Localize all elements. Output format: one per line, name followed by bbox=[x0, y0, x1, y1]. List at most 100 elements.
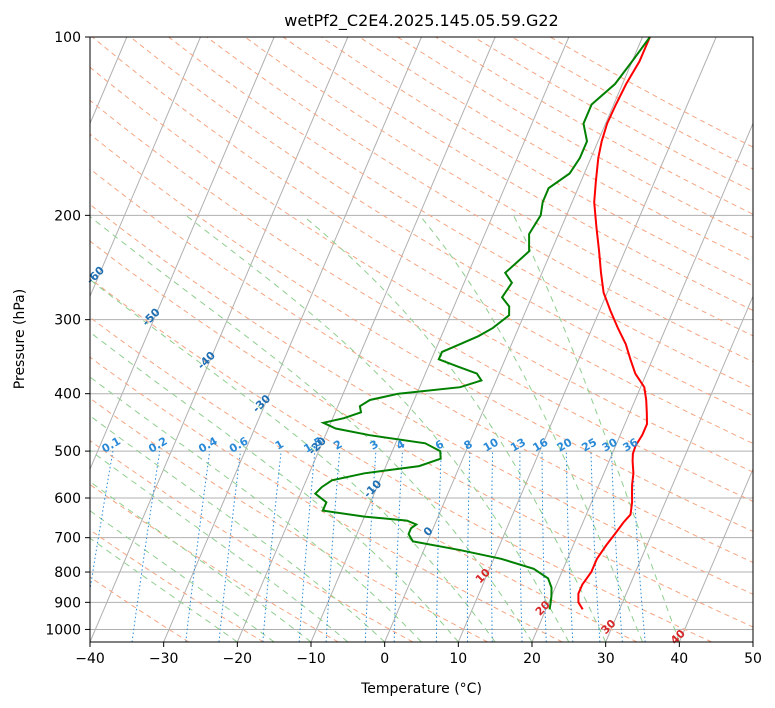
mixing-ratio-line bbox=[565, 451, 574, 642]
isotherm-line bbox=[90, 37, 349, 642]
dry-adiabat-line bbox=[90, 440, 414, 642]
moist-adiabat-line bbox=[302, 214, 607, 642]
background-lines bbox=[90, 37, 753, 642]
mixing-ratio-label: 3 bbox=[368, 438, 381, 453]
mixing-ratio-label: 30 bbox=[600, 435, 620, 454]
dry-adiabat-line bbox=[206, 37, 753, 363]
mixing-ratio-label: 0.4 bbox=[196, 434, 220, 455]
dewpoint-profile-line bbox=[313, 37, 651, 610]
moist-adiabat-line bbox=[90, 510, 275, 642]
isotherm-label: 30 bbox=[599, 617, 619, 637]
x-tick-label: 0 bbox=[380, 651, 389, 667]
mixing-ratio-label: 2 bbox=[331, 438, 344, 453]
plot-area: 0.1 0.2 0.4 0.6 1 1.5 2 3 4 6 8 10 13 16 20 25 30 36-60-5… bbox=[84, 36, 754, 647]
y-axis-label: Pressure (hPa) bbox=[12, 289, 28, 389]
isotherm-label: 10 bbox=[473, 566, 493, 586]
mixing-ratio-label: 1 bbox=[273, 438, 286, 453]
plot-frame bbox=[89, 36, 754, 643]
isotherm-label: -50 bbox=[140, 305, 163, 328]
mixing-ratio-label: 8 bbox=[462, 438, 475, 453]
dry-adiabat-line bbox=[90, 133, 753, 533]
mixing-ratio-line bbox=[131, 451, 161, 642]
mixing-ratio-label: 0.6 bbox=[227, 434, 251, 455]
y-tick-label: 100 bbox=[54, 30, 81, 46]
dry-adiabat-line bbox=[90, 66, 753, 473]
mixing-ratio-line bbox=[611, 451, 623, 642]
mixing-ratio-line bbox=[631, 451, 646, 642]
dry-adiabat-line bbox=[90, 356, 563, 642]
x-axis-label: Temperature (°C) bbox=[360, 681, 482, 697]
isotherm-line bbox=[531, 122, 753, 642]
temperature-profile-line bbox=[577, 37, 651, 610]
mixing-ratio-line bbox=[262, 451, 282, 642]
x-tick-label: −30 bbox=[149, 651, 179, 667]
dry-adiabat-line bbox=[130, 37, 753, 417]
x-tick-label: 10 bbox=[449, 651, 467, 667]
moist-adiabat-line bbox=[90, 279, 496, 642]
x-tick-label: 50 bbox=[744, 651, 762, 667]
mixing-ratio-line bbox=[519, 451, 523, 642]
isotherm-label: -30 bbox=[250, 392, 273, 415]
dry-adiabat-line bbox=[90, 576, 190, 642]
mixing-ratio-line bbox=[298, 451, 316, 642]
isotherm-line bbox=[236, 37, 496, 642]
x-tick-label: 40 bbox=[670, 651, 688, 667]
y-tick-label: 200 bbox=[54, 208, 81, 224]
mixing-ratio-line bbox=[90, 451, 114, 593]
moist-adiabat-line bbox=[185, 214, 570, 642]
isotherm-line bbox=[457, 37, 717, 642]
isotherm-line bbox=[163, 37, 422, 642]
moist-adiabat-line bbox=[90, 449, 349, 642]
dry-adiabat-line bbox=[90, 168, 753, 563]
mixing-ratio-line bbox=[590, 451, 601, 642]
dry-adiabat-line bbox=[511, 37, 753, 170]
chart-title: wetPf2_C2E4.2025.145.05.59.G22 bbox=[284, 11, 558, 31]
dry-adiabat-line bbox=[90, 483, 339, 642]
dry-adiabat-line bbox=[359, 37, 753, 263]
y-tick-label: 300 bbox=[54, 313, 81, 329]
x-tick-label: 30 bbox=[597, 651, 615, 667]
mixing-ratio-label: 13 bbox=[508, 436, 528, 455]
mixing-ratio-label: 16 bbox=[530, 435, 550, 454]
line-labels: 0.1 0.2 0.4 0.6 1 1.5 2 3 4 6 8 10 13 16 20 25 30 36-60-5… bbox=[84, 264, 688, 647]
isotherm-line bbox=[678, 467, 753, 642]
y-tick-label: 500 bbox=[54, 444, 81, 460]
moist-adiabat-line bbox=[90, 537, 238, 642]
dry-adiabat-line bbox=[244, 37, 753, 337]
mixing-ratio-label: 10 bbox=[481, 435, 501, 454]
mixing-ratio-line bbox=[491, 451, 494, 642]
mixing-ratio-line bbox=[185, 451, 211, 642]
y-tick-label: 800 bbox=[54, 565, 81, 581]
dry-adiabat-line bbox=[90, 397, 488, 642]
y-tick-label: 700 bbox=[54, 531, 81, 547]
series-layer bbox=[313, 37, 651, 610]
moist-adiabat-line bbox=[419, 214, 643, 642]
x-axis: −40 −30 −20 −10 0 10 20 30 40 50 bbox=[75, 642, 762, 667]
y-axis: 100 200 300 400 500 600 700 800 900 1000 bbox=[45, 30, 90, 638]
x-tick-label: −10 bbox=[296, 651, 326, 667]
dry-adiabat-line bbox=[282, 37, 753, 312]
y-tick-label: 900 bbox=[54, 595, 81, 611]
moist-adiabat-line bbox=[90, 376, 422, 642]
dry-adiabat-line bbox=[90, 203, 753, 595]
dry-adiabat-line bbox=[90, 240, 753, 628]
x-tick-label: −20 bbox=[223, 651, 253, 667]
isotherm-label: -10 bbox=[361, 477, 384, 500]
y-tick-label: 1000 bbox=[45, 622, 81, 638]
moist-adiabat-line bbox=[90, 415, 386, 642]
isotherm-line bbox=[752, 640, 753, 642]
isotherm-line bbox=[605, 295, 753, 642]
mixing-ratio-label: 25 bbox=[579, 436, 599, 455]
isotherm-label: -40 bbox=[195, 349, 218, 372]
isotherm-label: -60 bbox=[84, 264, 107, 287]
y-tick-label: 400 bbox=[54, 387, 81, 403]
x-tick-label: 20 bbox=[523, 651, 541, 667]
mixing-ratio-label: 20 bbox=[555, 435, 575, 454]
isotherm-line bbox=[384, 37, 643, 642]
x-tick-label: −40 bbox=[75, 651, 105, 667]
mixing-ratio-line bbox=[218, 451, 241, 642]
moist-adiabat-line bbox=[90, 215, 533, 642]
isotherm-line bbox=[90, 37, 201, 298]
dry-adiabat-line bbox=[90, 316, 638, 642]
